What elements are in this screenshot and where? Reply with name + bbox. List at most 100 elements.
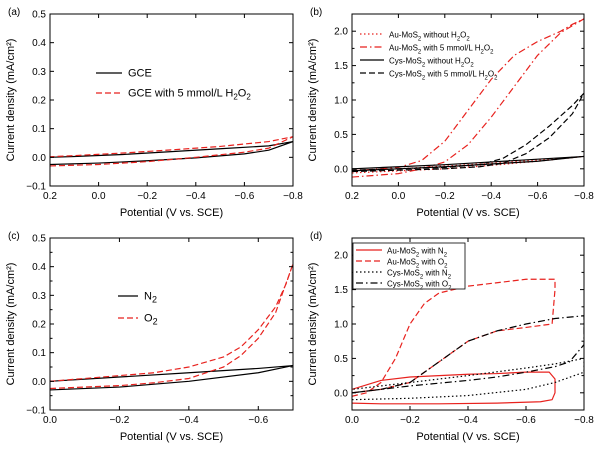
legend-subscript: 2 — [418, 37, 422, 43]
y-tick-label: 0.4 — [32, 38, 46, 49]
y-axis-title: Current density (mA/cm²) — [5, 39, 17, 162]
y-tick-label: 2.0 — [334, 251, 348, 262]
x-tick-label: −0.2 — [400, 415, 420, 426]
series-group — [50, 136, 293, 167]
legend-label-2: GCE with 5 mmol/L H2O2 — [128, 88, 251, 102]
y-axis-title: Current density (mA/cm²) — [307, 39, 319, 162]
x-tick-label: −0.8 — [283, 191, 303, 202]
legend-subscript: 2 — [448, 286, 452, 292]
legend-label-3: Cys-MoS2 without H2O2 — [389, 57, 474, 69]
x-tick-label: −0.6 — [516, 415, 536, 426]
legend-subscript: 2 — [420, 275, 424, 281]
legend-text-run: Cys-MoS — [387, 269, 420, 278]
x-tick-label: −0.2 — [137, 191, 157, 202]
x-axis-title: Potential (V vs. SCE) — [416, 207, 519, 219]
legend: GCE GCE with 5 mmol/L H2O2 — [96, 68, 251, 102]
series-line-1 — [352, 371, 556, 405]
series-line-4 — [352, 92, 584, 173]
legend-subscript: 2 — [466, 37, 470, 43]
x-tick-label: 0.0 — [92, 191, 106, 202]
panel-label: (b) — [310, 7, 322, 18]
x-tick-label: −0.6 — [248, 415, 268, 426]
y-tick-label: 0.5 — [334, 354, 348, 365]
y-tick-label: 0.0 — [334, 388, 348, 399]
legend-subscript: 2 — [490, 50, 494, 56]
legend-subscript: 2 — [470, 63, 474, 69]
x-tick-label: 0.2 — [43, 191, 57, 202]
legend-label-3: Cys-MoS2 with N2 — [387, 269, 452, 281]
y-tick-label: 0.3 — [32, 67, 46, 78]
legend-subscript: 2 — [494, 76, 498, 82]
x-tick-label: −0.2 — [435, 191, 455, 202]
legend-text-run: with O — [423, 280, 448, 289]
panel-label: (d) — [310, 231, 322, 242]
y-tick-label: 1.5 — [334, 285, 348, 296]
legend-text-run: O — [484, 44, 490, 53]
x-tick-label: 0.2 — [345, 191, 359, 202]
y-tick-label: 1.0 — [334, 96, 348, 107]
x-tick-label: −0.4 — [481, 191, 501, 202]
legend-text-run: Cys-MoS — [387, 280, 420, 289]
panel-label: (c) — [8, 231, 20, 242]
legend-text-run: Cys-MoS — [389, 70, 422, 79]
legend-text-run: O — [464, 57, 470, 66]
series-line-3 — [352, 357, 584, 401]
y-tick-label: 1.5 — [334, 61, 348, 72]
y-tick-label: 0.1 — [32, 124, 46, 135]
legend-text-run: GCE — [128, 68, 152, 80]
legend-label-1: N2 — [144, 291, 157, 305]
y-tick-label: 0.1 — [32, 348, 46, 359]
legend-text-run: O — [460, 31, 466, 40]
series-line-4 — [352, 315, 584, 394]
y-tick-label: 0.2 — [32, 96, 46, 107]
y-tick-label: 0.5 — [334, 130, 348, 141]
panel-label: (a) — [8, 7, 20, 18]
y-tick-label: 2.0 — [334, 27, 348, 38]
legend-text-run: N — [144, 291, 152, 303]
y-tick-label: 0.2 — [32, 320, 46, 331]
x-tick-label: 0.0 — [43, 415, 57, 426]
x-tick-label: −0.8 — [574, 191, 594, 202]
series-line-1 — [50, 140, 293, 166]
x-tick-label: −0.8 — [574, 415, 594, 426]
legend-subscript: 2 — [420, 286, 424, 292]
legend-text-run: with O — [419, 258, 444, 267]
legend-subscript: 2 — [444, 264, 448, 270]
legend-label-1: GCE — [128, 68, 152, 80]
legend-text-run: with N — [423, 269, 448, 278]
legend-text-run: with 5 mmol/L H — [421, 44, 480, 53]
legend-label-2: Au-MoS2 with 5 mmol/L H2O2 — [389, 44, 494, 56]
y-tick-label: 0.0 — [32, 377, 46, 388]
legend-text-run: Cys-MoS — [389, 57, 422, 66]
legend-subscript: 2 — [416, 264, 420, 270]
x-axis-title: Potential (V vs. SCE) — [120, 207, 223, 219]
x-tick-label: −0.4 — [458, 415, 478, 426]
panel-b: 0.2 0.0 −0.2 −0.4 −0.6 −0.8 0.0 0.5 1.0 1.5 2.0 Pot… — [307, 7, 594, 219]
y-tick-label: 0.5 — [32, 234, 46, 245]
x-tick-label: −0.6 — [528, 191, 548, 202]
legend-text-run: Au-MoS — [387, 258, 416, 267]
x-axis-title: Potential (V vs. SCE) — [416, 431, 519, 443]
legend-text-run: Au-MoS — [387, 247, 416, 256]
x-tick-label: 0.0 — [345, 415, 359, 426]
plot-frame — [49, 237, 294, 411]
series-line-3 — [352, 155, 584, 172]
plot-frame — [49, 13, 294, 187]
legend-subscript: 2 — [246, 93, 251, 102]
x-tick-label: −0.4 — [186, 191, 206, 202]
legend-text-run: O — [488, 70, 494, 79]
x-tick-label: −0.6 — [235, 191, 255, 202]
y-tick-label: 0.5 — [32, 10, 46, 21]
y-tick-label: 0.0 — [32, 153, 46, 164]
x-axis-title: Potential (V vs. SCE) — [120, 431, 223, 443]
legend-subscript: 2 — [444, 253, 448, 259]
y-tick-label: 0.3 — [32, 291, 46, 302]
legend-subscript: 2 — [461, 63, 465, 69]
legend-label-1: Au-MoS2 with N2 — [387, 247, 448, 259]
legend-subscript: 2 — [418, 50, 422, 56]
y-tick-label: 0.0 — [334, 164, 348, 175]
legend-label-4: Cys-MoS2 with O2 — [387, 280, 452, 292]
